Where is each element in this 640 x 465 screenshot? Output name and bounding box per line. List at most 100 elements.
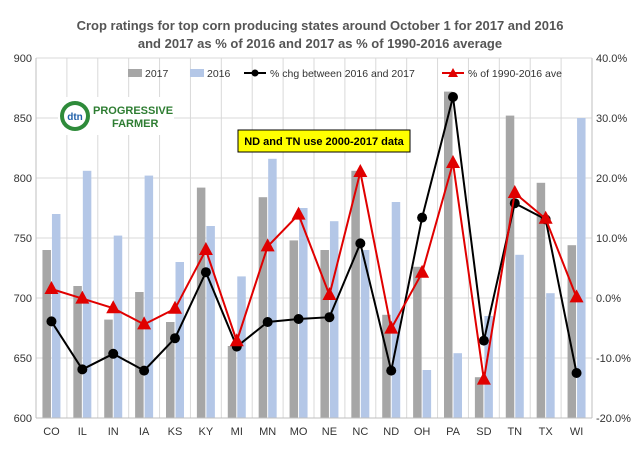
right-axis-tick-label: 0.0% bbox=[596, 293, 621, 305]
right-axis-tick-label: 30.0% bbox=[596, 113, 627, 125]
left-axis-tick-label: 900 bbox=[14, 53, 32, 65]
point-pct-chg-WI bbox=[571, 368, 582, 378]
legend-marker-pct-ave bbox=[448, 68, 458, 77]
point-pct-ave-NC bbox=[353, 164, 368, 177]
x-axis-tick-label-MO: MO bbox=[290, 426, 308, 438]
point-pct-chg-MN bbox=[262, 317, 273, 327]
dtn-progressive-farmer-logo: dtn PROGRESSIVE FARMER bbox=[58, 97, 174, 135]
right-axis-tick-label: -20.0% bbox=[596, 413, 631, 425]
line-series-pct-chg-2016-2017 bbox=[50, 96, 578, 374]
bar-2016-NC bbox=[360, 250, 370, 418]
axes: 600 650 700 750 800 850 900 -20.0% -10.0% 0.0% 10.… bbox=[14, 53, 631, 438]
left-axis-tick-label: 800 bbox=[14, 173, 32, 185]
bar-2016-ND bbox=[391, 202, 401, 418]
point-pct-ave-MO bbox=[291, 206, 306, 220]
point-pct-chg-TN bbox=[509, 198, 520, 209]
bar-2017-CO bbox=[42, 250, 51, 418]
bar-2016-SD bbox=[484, 316, 493, 418]
legend-label-2017: 2017 bbox=[145, 68, 169, 80]
logo-line-1: PROGRESSIVE bbox=[93, 105, 173, 117]
x-axis-tick-label-PA: PA bbox=[446, 426, 461, 438]
legend: 2017 2016 % chg between 2016 and 2017 % … bbox=[128, 68, 562, 80]
legend-label-pct-chg: % chg between 2016 and 2017 bbox=[270, 68, 415, 80]
bar-2017-IN bbox=[104, 319, 113, 418]
bar-2016-NE bbox=[329, 221, 339, 418]
logo-abbrev: dtn bbox=[67, 112, 83, 123]
left-axis-tick-label: 700 bbox=[14, 293, 32, 305]
point-pct-ave-TX bbox=[538, 210, 553, 224]
x-axis-tick-label-TX: TX bbox=[539, 426, 554, 438]
bar-2016-PA bbox=[453, 353, 462, 418]
bar-2016-MO bbox=[299, 208, 308, 418]
bar-2017-MO bbox=[289, 240, 299, 418]
x-axis-tick-label-KS: KS bbox=[168, 426, 183, 438]
bar-2016-WI bbox=[577, 118, 586, 418]
x-axis-tick-label-SD: SD bbox=[476, 426, 491, 438]
chart-title-line-2: and 2017 as % of 2016 and 2017 as % of 1… bbox=[138, 36, 502, 51]
bar-2017-ND bbox=[382, 314, 391, 418]
point-pct-ave-IL bbox=[75, 290, 90, 304]
bar-2016-KY bbox=[206, 226, 215, 418]
legend-label-2016: 2016 bbox=[207, 68, 231, 80]
point-pct-chg-PA bbox=[448, 92, 458, 102]
left-axis-tick-label: 650 bbox=[14, 353, 32, 365]
bar-2017-SD bbox=[474, 377, 484, 418]
line-series-pct-of-average bbox=[51, 162, 578, 380]
legend-marker-pct-chg bbox=[251, 69, 259, 77]
point-pct-chg-ND bbox=[386, 365, 397, 376]
right-axis-tick-label: 40.0% bbox=[596, 53, 627, 65]
bar-2016-TN bbox=[515, 254, 524, 418]
right-axis-tick-label: -10.0% bbox=[596, 353, 631, 365]
point-pct-chg-SD bbox=[478, 335, 489, 346]
legend-swatch-2016 bbox=[190, 69, 204, 77]
bar-2017-KY bbox=[196, 187, 206, 418]
point-pct-ave-TN bbox=[507, 185, 522, 198]
x-axis-tick-label-MI: MI bbox=[231, 426, 243, 438]
bar-2017-IL bbox=[73, 286, 82, 418]
point-pct-ave-NE bbox=[322, 287, 337, 300]
bar-2017-TN bbox=[505, 115, 515, 418]
point-pct-chg-IN bbox=[108, 348, 119, 359]
bar-2016-KS bbox=[175, 262, 184, 418]
left-axis-tick-label: 850 bbox=[14, 113, 32, 125]
annotation-text: ND and TN use 2000-2017 data bbox=[244, 136, 404, 148]
annotation-box bbox=[237, 129, 411, 153]
x-axis-tick-label-CO: CO bbox=[43, 426, 60, 438]
point-pct-chg-CO bbox=[46, 316, 57, 327]
point-pct-ave-CO bbox=[44, 281, 59, 294]
point-pct-chg-NC bbox=[355, 238, 366, 249]
bar-2017-PA bbox=[444, 91, 453, 418]
point-pct-ave-ND bbox=[384, 320, 399, 334]
point-pct-ave-KS bbox=[168, 300, 182, 314]
point-pct-ave-MN bbox=[260, 238, 275, 252]
bar-2017-TX bbox=[536, 182, 546, 418]
bar-2017-OH bbox=[413, 266, 422, 418]
point-pct-ave-IN bbox=[106, 300, 121, 314]
x-axis-tick-label-IN: IN bbox=[108, 426, 119, 438]
bar-2017-MN bbox=[258, 197, 268, 418]
right-axis-tick-label: 20.0% bbox=[596, 173, 627, 185]
point-pct-chg-OH bbox=[417, 212, 428, 223]
x-axis-tick-label-NE: NE bbox=[322, 426, 337, 438]
annotation-callout: ND and TN use 2000-2017 data bbox=[237, 129, 411, 153]
point-pct-ave-IA bbox=[137, 316, 152, 330]
legend-label-pct-ave: % of 1990-2016 ave bbox=[468, 68, 562, 80]
x-axis-tick-label-OH: OH bbox=[414, 426, 431, 438]
point-pct-ave-WI bbox=[569, 289, 584, 303]
bar-2017-WI bbox=[567, 245, 577, 418]
left-axis-tick-label: 600 bbox=[14, 413, 32, 425]
bar-2016-OH bbox=[422, 370, 432, 418]
bar-2017-IA bbox=[135, 292, 144, 418]
point-pct-ave-OH bbox=[415, 264, 430, 278]
right-axis-tick-label: 10.0% bbox=[596, 233, 627, 245]
x-axis-tick-label-NC: NC bbox=[352, 426, 368, 438]
point-pct-chg-KS bbox=[170, 333, 180, 344]
x-axis-tick-label-IL: IL bbox=[78, 426, 87, 438]
point-pct-ave-SD bbox=[476, 371, 491, 385]
bar-2017-MI bbox=[227, 346, 237, 418]
bar-2016-IL bbox=[82, 170, 92, 418]
bar-2017-KS bbox=[166, 322, 175, 418]
bar-2016-IN bbox=[113, 235, 123, 418]
